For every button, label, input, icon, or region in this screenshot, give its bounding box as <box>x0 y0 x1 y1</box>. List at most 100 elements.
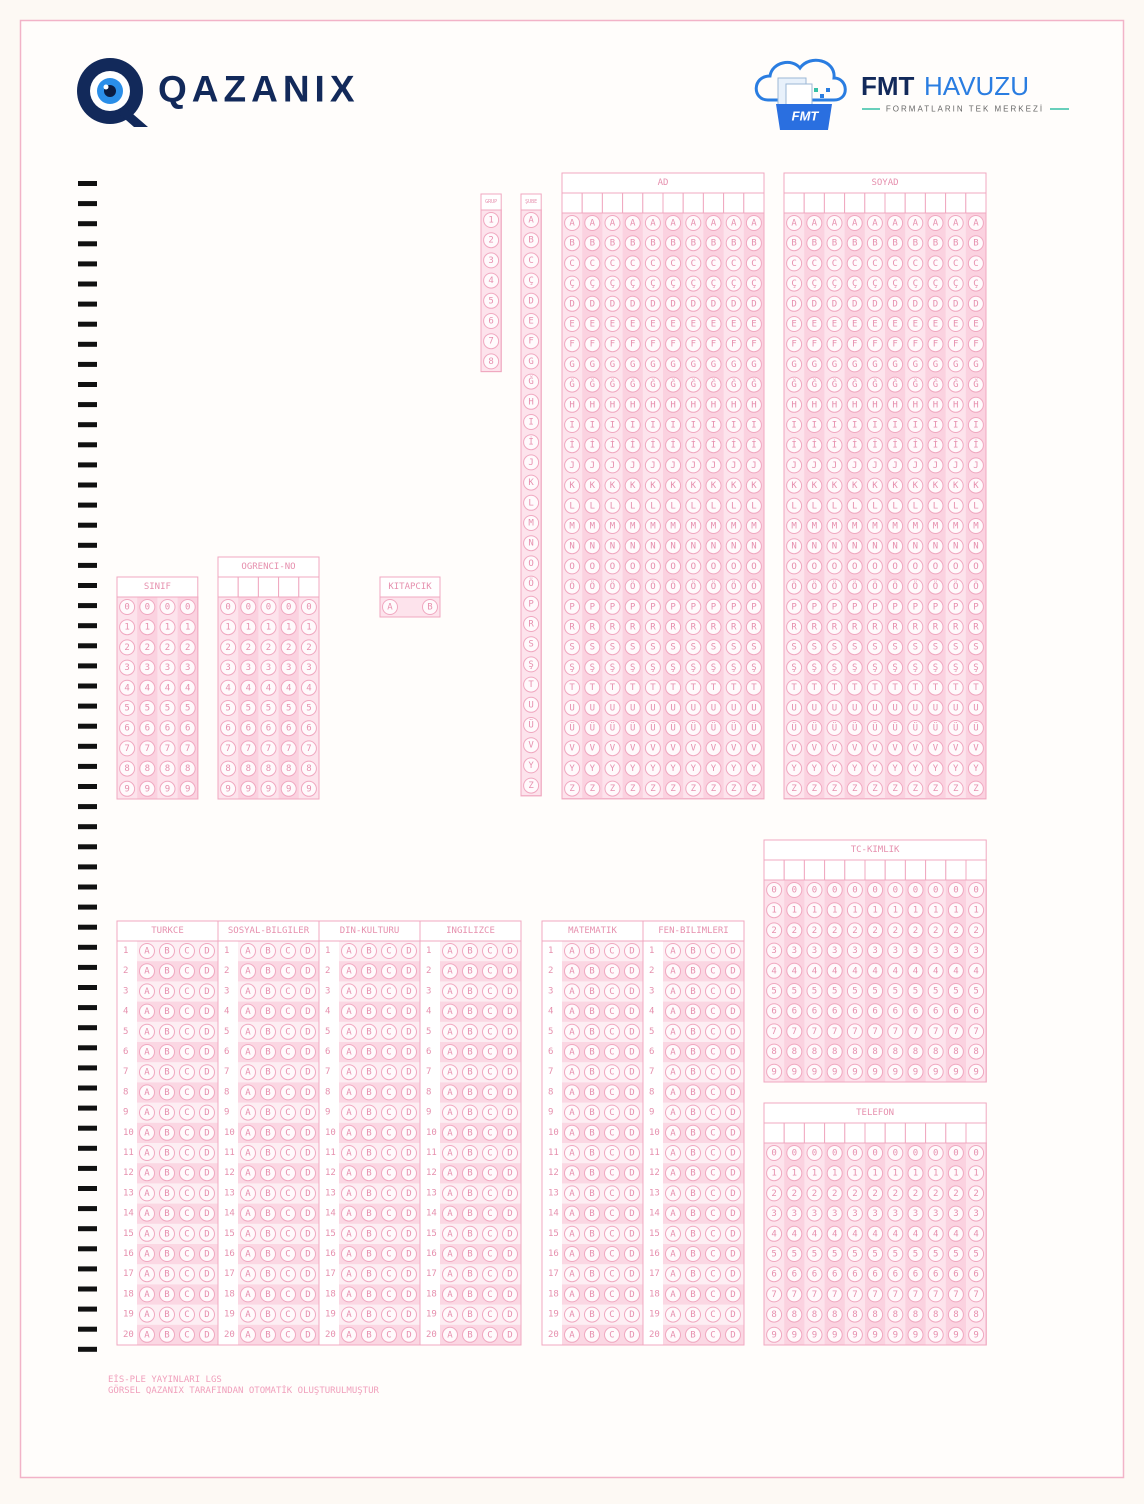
bubble-label: U <box>852 703 857 713</box>
bubble-label: Ö <box>528 578 533 589</box>
bubble-label: Y <box>691 764 697 774</box>
bubble-label: 5 <box>286 704 291 714</box>
bubble <box>967 578 984 595</box>
bubble <box>826 760 843 777</box>
bubble-label: C <box>184 1149 189 1159</box>
bubble <box>947 780 964 797</box>
bubble <box>624 437 641 454</box>
bubble-label: R <box>832 623 838 633</box>
bubble-label: B <box>366 1169 371 1179</box>
bubble-label: 5 <box>771 987 776 997</box>
bubble-label: I <box>569 421 574 431</box>
bubble <box>745 578 762 595</box>
bubble <box>584 720 601 736</box>
bubble <box>624 699 641 716</box>
bubble-label: K <box>953 481 959 491</box>
bubble-label: A <box>346 1209 352 1219</box>
bubble <box>685 699 702 716</box>
bubble <box>826 396 843 413</box>
bubble-label: A <box>670 1149 676 1159</box>
write-box <box>824 1122 846 1144</box>
write-box <box>884 1122 906 1144</box>
bubble <box>967 376 984 393</box>
bubble-label: A <box>528 216 534 226</box>
bubble-label: B <box>690 1048 695 1058</box>
bubble <box>705 538 722 555</box>
bubble-label: B <box>872 239 877 249</box>
bubble-label: 2 <box>286 643 291 653</box>
bubble-label: U <box>973 703 978 713</box>
bubble-label: M <box>973 522 979 532</box>
bubble-label: V <box>590 744 596 754</box>
bubble-label: D <box>204 987 209 997</box>
bubble-label: A <box>447 947 453 957</box>
bubble-label: Ç <box>872 279 877 289</box>
bubble <box>564 235 581 252</box>
bubble-label: 3 <box>792 946 797 956</box>
bubble-label: 2 <box>933 1189 938 1199</box>
bubble-label: L <box>933 501 938 511</box>
bubble <box>523 757 540 774</box>
bubble-label: 2 <box>973 1189 978 1199</box>
bubble <box>584 578 601 595</box>
question-number: 13 <box>123 1188 134 1198</box>
bubble-label: 9 <box>953 1330 958 1340</box>
bubble-label: B <box>164 1108 169 1118</box>
timing-mark <box>78 703 97 709</box>
write-box <box>803 192 825 214</box>
bubble-label: 2 <box>792 1189 797 1199</box>
bubble-label: C <box>184 1068 189 1078</box>
bubble <box>967 538 984 555</box>
bubble-label: B <box>589 1290 594 1300</box>
question-number: 3 <box>123 986 128 996</box>
bubble-label: S <box>670 643 675 653</box>
bubble-label: C <box>184 1027 189 1037</box>
bubble <box>806 518 823 534</box>
bubble-label: Ç <box>711 279 716 289</box>
bubble-label: T <box>973 683 979 693</box>
bubble-label: J <box>569 461 574 471</box>
bubble-label: 7 <box>165 744 170 754</box>
bubble-label: Y <box>973 764 979 774</box>
bubble <box>927 780 944 797</box>
bubble <box>725 295 742 312</box>
question-number: 5 <box>426 1027 431 1037</box>
bubble-label: B <box>366 987 371 997</box>
bubble <box>665 376 682 393</box>
bubble-label: S <box>791 643 796 653</box>
bubble-label: C <box>710 987 715 997</box>
bubble <box>866 457 883 474</box>
bubble <box>220 619 237 636</box>
bubble <box>119 659 136 676</box>
bubble <box>604 578 621 595</box>
bubble-label: I <box>791 421 796 431</box>
bubble-label: P <box>913 602 919 612</box>
bubble-label: B <box>265 1088 270 1098</box>
bubble-label: C <box>386 1088 391 1098</box>
bubble-label: A <box>569 1189 575 1199</box>
bubble <box>967 659 984 676</box>
bubble <box>483 212 500 228</box>
bubble-label: D <box>872 299 877 309</box>
bubble <box>725 235 742 252</box>
bubble <box>866 720 883 736</box>
bubble-label: 2 <box>792 926 797 936</box>
bubble-label: İ <box>973 440 978 451</box>
bubble-label: C <box>609 987 614 997</box>
bubble-label: T <box>711 683 717 693</box>
bubble-label: B <box>265 947 270 957</box>
field-title: SINIF <box>144 582 171 592</box>
bubble-label: A <box>245 1088 251 1098</box>
bubble <box>179 599 196 615</box>
question-number: 4 <box>548 1007 553 1017</box>
bubble-label: 6 <box>812 1007 817 1017</box>
bubble-label: D <box>528 296 533 306</box>
bubble <box>927 497 944 514</box>
bubble <box>947 760 964 777</box>
question-number: 9 <box>649 1108 654 1118</box>
bubble-label: 4 <box>852 1229 857 1239</box>
bubble-label: F <box>913 340 918 350</box>
question-number: 19 <box>123 1310 134 1320</box>
bubble-label: A <box>569 219 575 229</box>
bubble-label: U <box>528 700 533 710</box>
